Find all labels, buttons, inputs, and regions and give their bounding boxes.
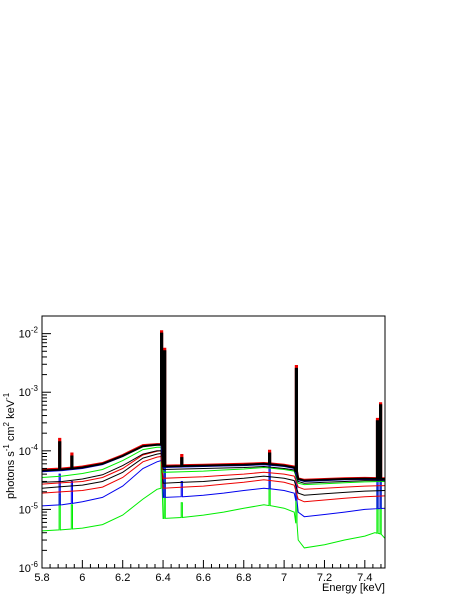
x-tick-label-9: 7.4 [357,572,372,584]
x-axis-label: Energy [keV] [322,582,385,594]
series-line-6 [41,446,386,486]
x-tick-label-3: 6.2 [115,572,130,584]
y-tick-label-5: 10-2 [19,326,39,341]
x-tick-label-6: 6.8 [236,572,251,584]
series-line-7 [41,450,385,484]
series-layer [41,330,386,549]
series-line-4 [41,452,386,496]
x-tick-label-2: 6 [79,572,85,584]
x-tick-label-4: 6.4 [155,572,170,584]
series-line-3 [41,455,386,503]
series-line-1 [41,426,386,549]
x-tick-label-7: 7 [281,572,287,584]
series-line-2 [41,422,386,518]
x-tick-label-8: 7.2 [317,572,332,584]
series-line-10 [41,332,386,482]
y-tick-label-1: 10-6 [19,560,39,575]
plot-frame [41,315,386,569]
y-axis-label: photons s-1 cm2 keV-1 [2,392,17,499]
y-axis: 10-6 10-5 10-4 10-3 10-2 [19,315,51,575]
x-tick-label-1: 5.8 [34,572,49,584]
y-tick-label-4: 10-3 [19,384,39,399]
y-tick-label-2: 10-5 [19,501,39,516]
x-tick-label-5: 6.6 [196,572,211,584]
y-tick-label-3: 10-4 [19,443,39,458]
x-axis: 5.8 6 6.2 6.4 6.6 6.8 7 7.2 7.4 [34,560,382,584]
series-line-5 [41,450,386,490]
